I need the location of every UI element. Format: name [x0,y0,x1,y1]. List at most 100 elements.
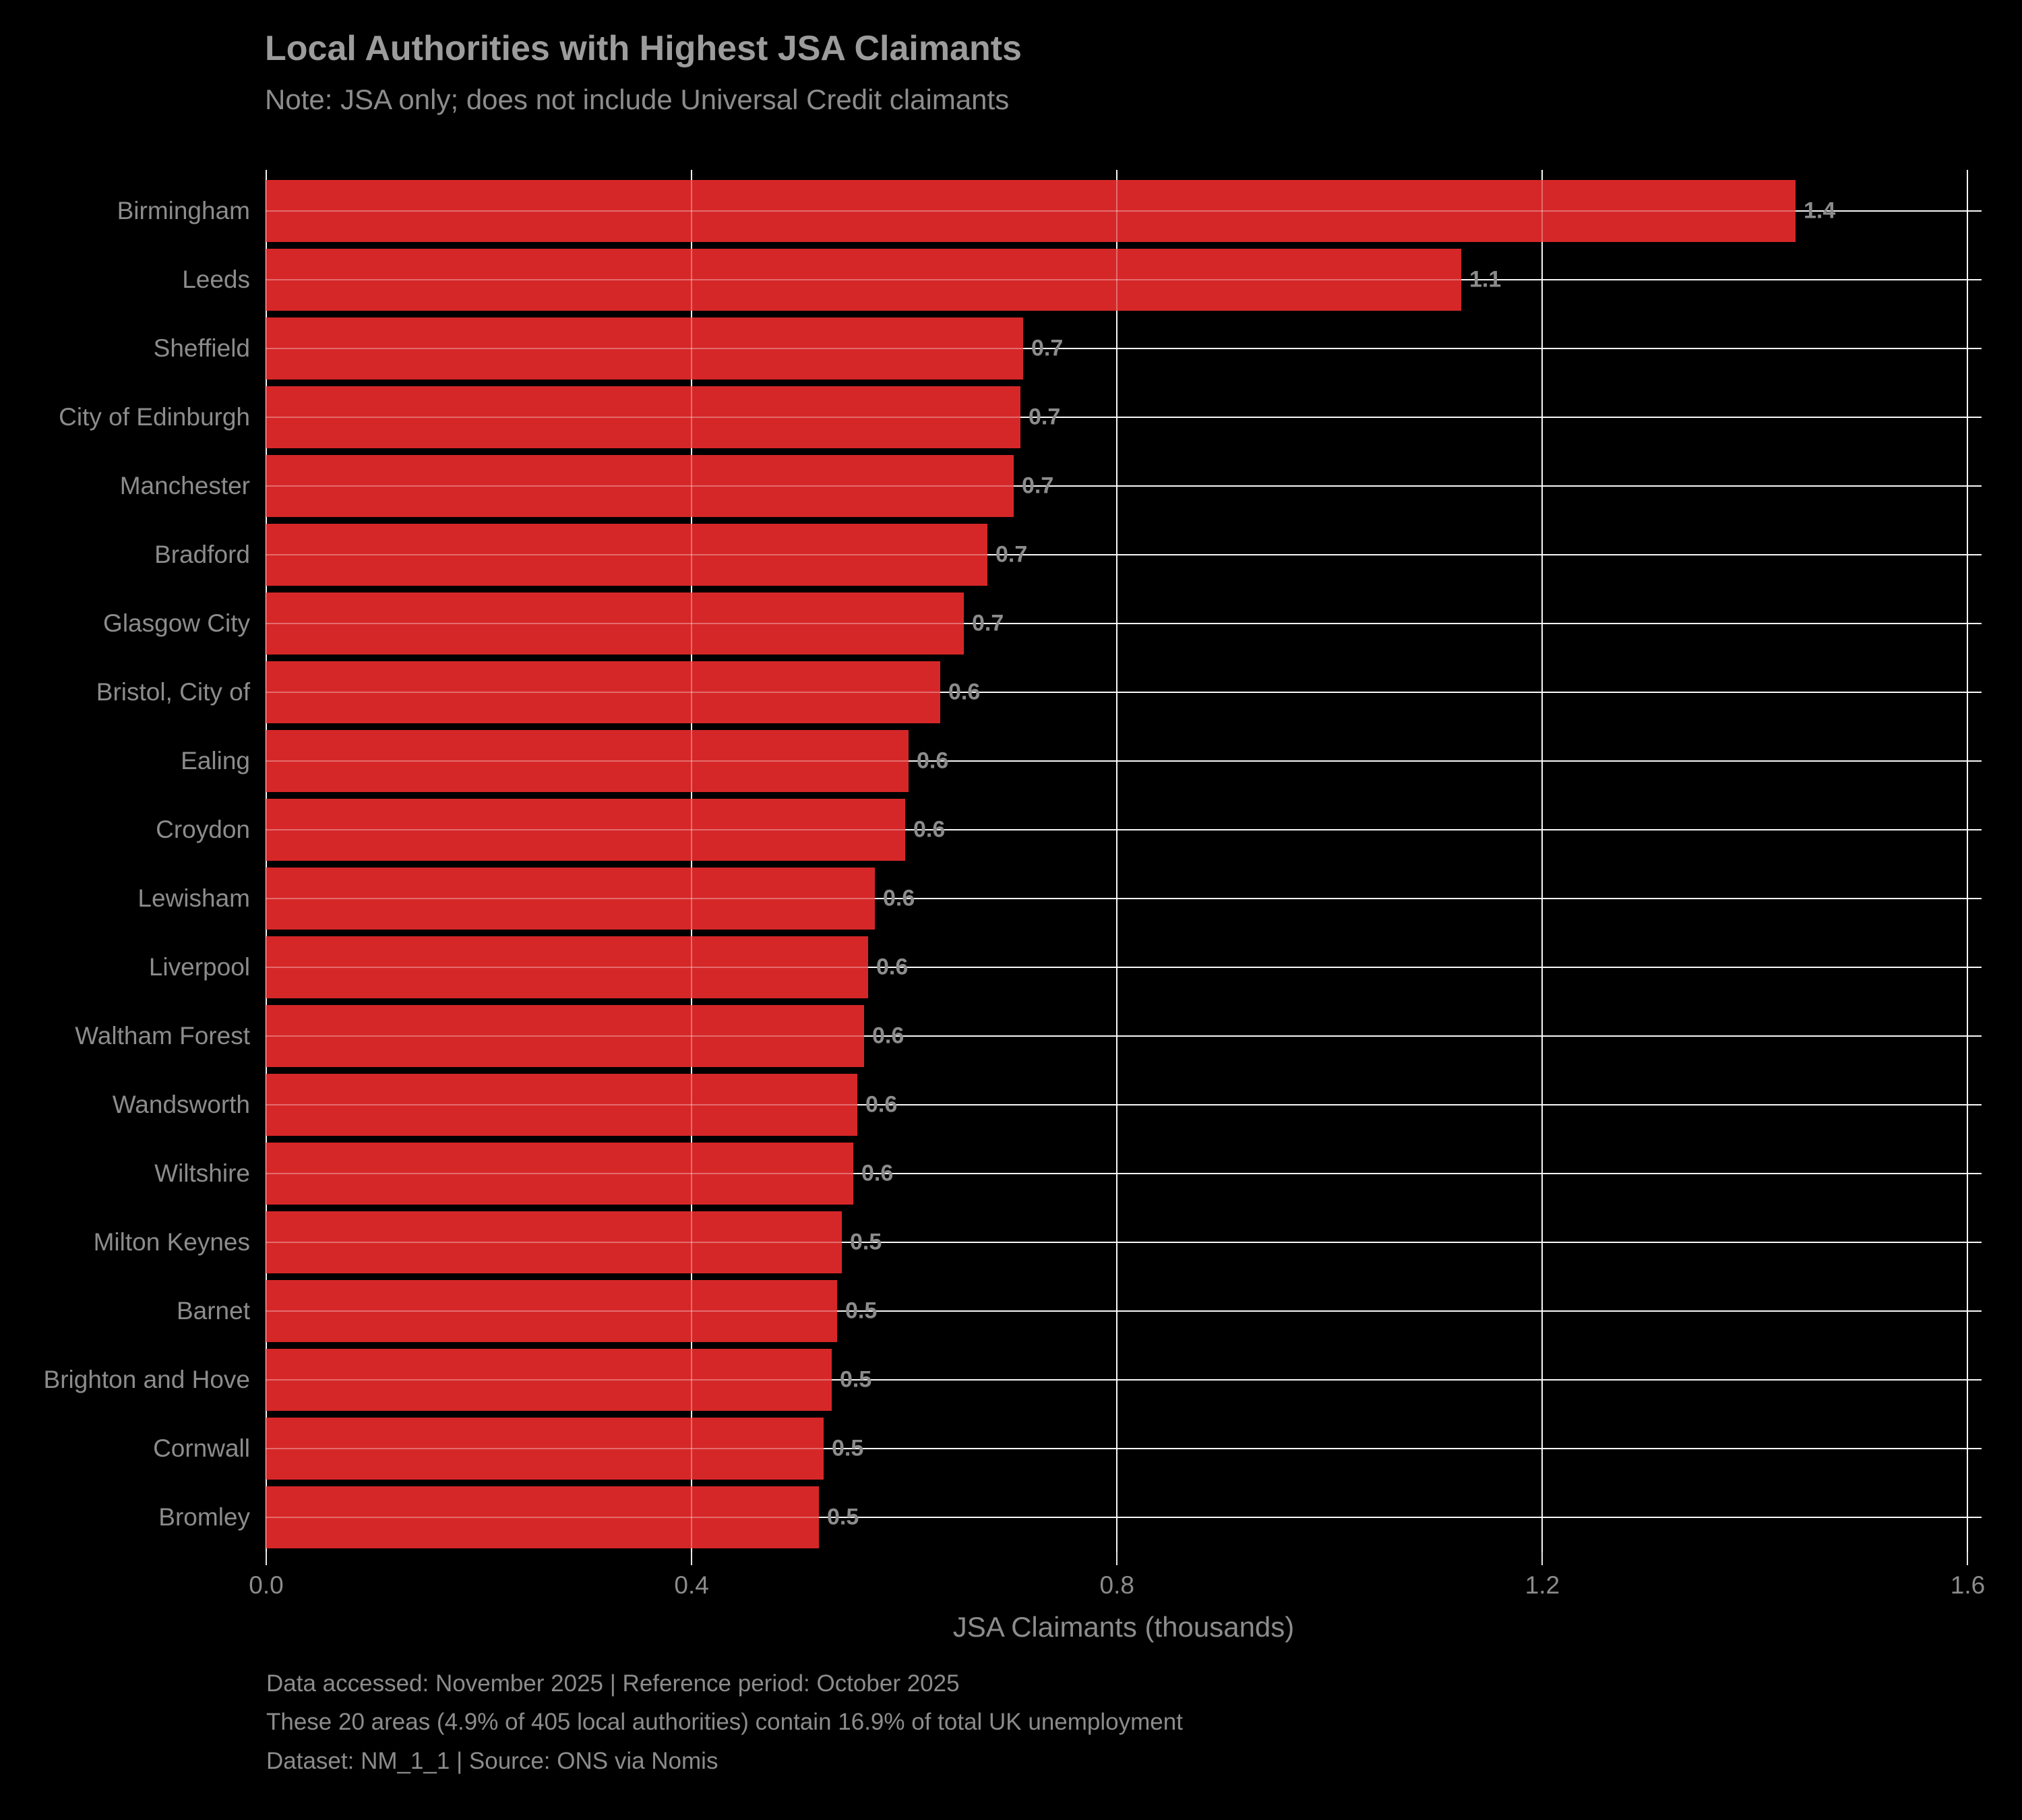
x-tick-label: 1.6 [1950,1571,1986,1599]
bar-value-label: 0.7 [1031,335,1064,361]
y-gridline [266,1517,1982,1518]
bar-value-label: 0.6 [917,748,949,774]
y-gridline-overlay [266,485,1982,487]
y-gridline [266,898,1982,899]
bar-value-label: 0.6 [876,954,909,980]
footer-dataset-source: Dataset: NM_1_1 | Source: ONS via Nomis [266,1748,718,1774]
bar-value-label: 0.6 [913,816,946,843]
x-tick-mark [1967,1552,1969,1565]
y-gridline-overlay [266,1242,1982,1243]
x-gridline-overlay [1541,170,1543,1552]
category-label: Milton Keynes [93,1228,250,1256]
bar-value-label: 0.5 [850,1229,882,1255]
category-label: Croydon [156,816,250,843]
x-tick-label: 0.0 [249,1571,284,1599]
bar-leeds [266,249,1461,311]
y-gridline-overlay [266,1104,1982,1105]
bar-value-label: 0.5 [845,1298,878,1324]
bar-city-of-edinburgh [266,386,1020,448]
chart-title: Local Authorities with Highest JSA Claim… [265,29,1022,68]
y-gridline-overlay [266,1310,1982,1312]
y-gridline-overlay [266,692,1982,693]
y-gridline [266,1173,1982,1174]
category-label: Leeds [182,266,250,293]
category-label: Lewisham [137,884,250,912]
y-gridline [266,485,1982,487]
y-gridline [266,1104,1982,1105]
y-gridline [266,348,1982,349]
bar-value-label: 1.4 [1804,198,1836,224]
category-label: Brighton and Hove [43,1366,250,1393]
y-gridline [266,554,1982,555]
bar-brighton-and-hove [266,1349,832,1411]
bar-croydon [266,799,905,861]
category-label: Sheffield [153,334,250,362]
bar-barnet [266,1280,837,1342]
bar-lewisham [266,868,875,930]
y-gridline-overlay [266,1173,1982,1174]
footer-data-accessed: Data accessed: November 2025 | Reference… [266,1670,960,1697]
bar-birmingham [266,180,1796,242]
y-gridline-overlay [266,967,1982,968]
x-gridline [691,170,693,1552]
x-tick-mark [691,1552,693,1565]
y-gridline [266,1242,1982,1243]
y-gridline-overlay [266,554,1982,555]
y-gridline-overlay [266,760,1982,762]
bar-wandsworth [266,1074,857,1136]
bar-value-label: 0.6 [883,885,915,911]
bar-ealing [266,730,909,792]
category-label: Wiltshire [154,1159,250,1187]
bar-wiltshire [266,1143,853,1205]
y-gridline-overlay [266,1379,1982,1381]
y-gridline-overlay [266,898,1982,899]
bar-glasgow-city [266,593,964,655]
category-label: Cornwall [153,1434,250,1462]
category-label: Bristol, City of [96,678,250,706]
bar-cornwall [266,1418,824,1480]
category-label: Manchester [119,472,250,499]
x-gridline-overlay [691,170,693,1552]
x-tick-label: 1.2 [1525,1571,1560,1599]
y-gridline [266,417,1982,418]
y-gridline-overlay [266,279,1982,280]
x-gridline-overlay [1967,170,1969,1552]
category-label: Barnet [176,1297,250,1325]
bar-value-label: 0.7 [995,541,1028,568]
y-gridline-overlay [266,623,1982,624]
bar-bristol-city-of [266,661,940,723]
x-gridline [1541,170,1543,1552]
bar-value-label: 0.7 [972,610,1004,636]
y-gridline [266,1035,1982,1037]
footer-coverage-note: These 20 areas (4.9% of 405 local author… [266,1709,1183,1735]
y-gridline [266,1379,1982,1381]
bar-waltham-forest [266,1005,864,1067]
x-gridline [266,170,267,1552]
category-label: Birmingham [117,197,250,224]
bar-value-label: 0.7 [1029,404,1061,430]
y-gridline [266,623,1982,624]
y-gridline [266,1448,1982,1449]
x-tick-mark [1116,1552,1118,1565]
bar-value-label: 0.6 [948,679,981,705]
x-tick-mark [1541,1552,1543,1565]
bar-value-label: 1.1 [1469,266,1502,293]
y-gridline-overlay [266,210,1982,212]
y-gridline-overlay [266,829,1982,830]
category-label: Ealing [181,747,250,775]
category-label: Bradford [154,541,250,568]
bar-value-label: 0.6 [865,1091,898,1118]
bar-value-label: 0.5 [832,1435,864,1461]
y-gridline [266,1310,1982,1312]
bar-bromley [266,1486,819,1548]
category-label: City of Edinburgh [59,403,250,431]
bar-value-label: 0.6 [872,1023,905,1049]
y-gridline-overlay [266,417,1982,418]
chart-subtitle: Note: JSA only; does not include Univers… [265,84,1010,115]
y-gridline-overlay [266,348,1982,349]
x-tick-label: 0.8 [1099,1571,1134,1599]
y-gridline-overlay [266,1448,1982,1449]
x-tick-label: 0.4 [674,1571,709,1599]
bar-value-label: 0.5 [840,1366,872,1393]
